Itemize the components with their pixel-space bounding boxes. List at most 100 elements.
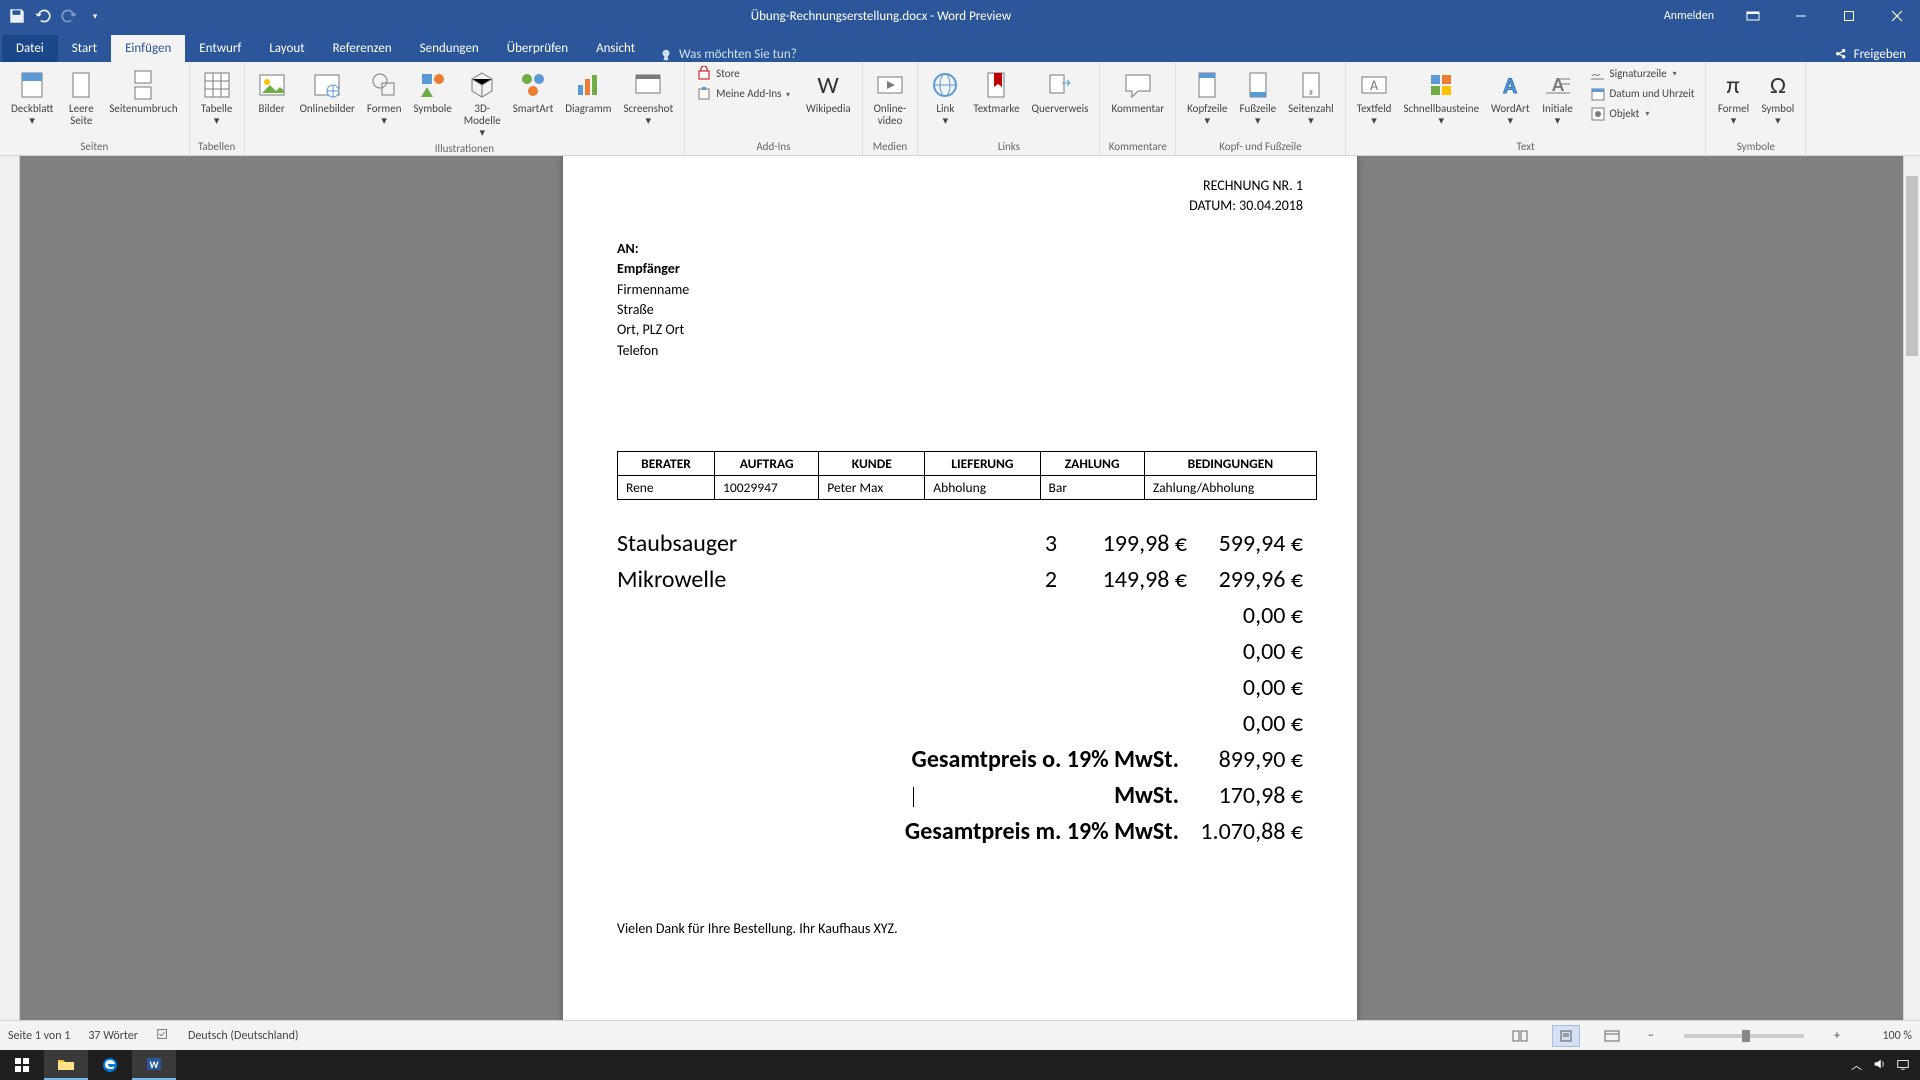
close-button[interactable] bbox=[1874, 0, 1920, 32]
start-button[interactable] bbox=[0, 1050, 44, 1080]
kommentar-button[interactable]: Kommentar bbox=[1106, 64, 1169, 116]
ribbon-display-icon[interactable] bbox=[1730, 0, 1776, 32]
schnellbausteine-button[interactable]: Schnellbausteine ▾ bbox=[1398, 64, 1484, 128]
bilder-button[interactable]: Bilder bbox=[251, 64, 293, 116]
tab-ansicht[interactable]: Ansicht bbox=[582, 35, 649, 62]
thanks-text: Vielen Dank für Ihre Bestellung. Ihr Kau… bbox=[617, 920, 1303, 937]
status-page[interactable]: Seite 1 von 1 bbox=[8, 1029, 70, 1043]
wikipedia-button[interactable]: WWikipedia bbox=[801, 64, 856, 116]
tab-einfügen[interactable]: Einfügen bbox=[111, 35, 185, 62]
leere-seite-button[interactable]: Leere Seite bbox=[60, 64, 102, 128]
share-button[interactable]: Freigeben bbox=[1820, 47, 1920, 62]
textfeld-icon: A bbox=[1358, 69, 1390, 101]
meine-addins-icon bbox=[696, 86, 712, 102]
schnellbausteine-icon bbox=[1425, 69, 1457, 101]
vertical-scrollbar[interactable] bbox=[1903, 156, 1920, 1050]
formel-button[interactable]: πFormel ▾ bbox=[1712, 64, 1754, 128]
minimize-button[interactable] bbox=[1778, 0, 1824, 32]
objekt-button[interactable]: Objekt▾ bbox=[1585, 104, 1700, 124]
wordart-button[interactable]: AWordArt ▾ bbox=[1486, 64, 1534, 128]
order-cell: 10029947 bbox=[715, 475, 819, 499]
tab-referenzen[interactable]: Referenzen bbox=[319, 35, 406, 62]
tab-start[interactable]: Start bbox=[58, 35, 111, 62]
status-proofing-icon[interactable] bbox=[156, 1027, 170, 1045]
tab-überprüfen[interactable]: Überprüfen bbox=[493, 35, 582, 62]
tab-layout[interactable]: Layout bbox=[255, 35, 318, 62]
symbole-button[interactable]: Symbole bbox=[408, 64, 456, 116]
statusbar: Seite 1 von 1 37 Wörter Deutsch (Deutsch… bbox=[0, 1020, 1920, 1050]
tray-volume-icon[interactable] bbox=[1872, 1057, 1886, 1074]
document-area: RECHNUNG NR. 1 DATUM: 30.04.2018 AN: Emp… bbox=[0, 156, 1920, 1050]
group-label: Seiten bbox=[80, 138, 108, 155]
addr-recipient: Empfänger bbox=[617, 259, 1303, 279]
diagramm-button[interactable]: Diagramm bbox=[560, 64, 616, 116]
save-icon[interactable] bbox=[8, 7, 26, 25]
onlinevideo-button[interactable]: Online- video bbox=[869, 64, 912, 128]
deckblatt-button[interactable]: Deckblatt ▾ bbox=[6, 64, 58, 128]
zoom-slider[interactable] bbox=[1684, 1034, 1804, 1038]
formen-button[interactable]: Formen ▾ bbox=[362, 64, 407, 128]
symbol-button[interactable]: ΩSymbol ▾ bbox=[1756, 64, 1799, 128]
store-button[interactable]: Store bbox=[691, 64, 795, 84]
fusszeile-button[interactable]: Fußzeile ▾ bbox=[1235, 64, 1282, 128]
zoom-in[interactable]: + bbox=[1830, 1029, 1844, 1043]
textmarke-button[interactable]: Textmarke bbox=[968, 64, 1024, 116]
tellme-placeholder: Was möchten Sie tun? bbox=[679, 47, 797, 62]
tab-sendungen[interactable]: Sendungen bbox=[406, 35, 493, 62]
textfeld-button[interactable]: ATextfeld ▾ bbox=[1352, 64, 1397, 128]
signaturzeile-button[interactable]: Signaturzeile▾ bbox=[1585, 64, 1700, 84]
tabelle-icon bbox=[201, 69, 233, 101]
link-button[interactable]: Link ▾ bbox=[924, 64, 966, 128]
view-read-mode[interactable] bbox=[1506, 1025, 1534, 1047]
maximize-button[interactable] bbox=[1826, 0, 1872, 32]
signin-link[interactable]: Anmelden bbox=[1650, 9, 1728, 23]
page[interactable]: RECHNUNG NR. 1 DATUM: 30.04.2018 AN: Emp… bbox=[563, 156, 1357, 1050]
tray-chevron-icon[interactable]: ︿ bbox=[1851, 1057, 1862, 1073]
datum-uhrzeit-button[interactable]: Datum und Uhrzeit bbox=[1585, 84, 1700, 104]
zoom-level[interactable]: 100 % bbox=[1862, 1029, 1912, 1043]
3d-modelle-button[interactable]: 3D- Modelle ▾ bbox=[459, 64, 506, 140]
titlebar: ▾ Übung-Rechnungserstellung.docx - Word … bbox=[0, 0, 1920, 32]
tabelle-button[interactable]: Tabelle ▾ bbox=[196, 64, 238, 128]
vertical-ruler[interactable] bbox=[0, 156, 20, 1050]
seitenumbruch-button[interactable]: Seitenumbruch bbox=[104, 64, 182, 116]
status-language[interactable]: Deutsch (Deutschland) bbox=[188, 1029, 299, 1043]
total-row: MwSt.170,98 € bbox=[617, 778, 1303, 814]
scrollbar-thumb[interactable] bbox=[1906, 176, 1918, 356]
qat-customize-icon[interactable]: ▾ bbox=[86, 7, 104, 25]
screenshot-button[interactable]: Screenshot ▾ bbox=[618, 64, 678, 128]
redo-icon[interactable] bbox=[60, 7, 78, 25]
initiale-button[interactable]: AInitiale ▾ bbox=[1537, 64, 1579, 128]
tab-entwurf[interactable]: Entwurf bbox=[185, 35, 255, 62]
windows-taskbar: W ︿ bbox=[0, 1050, 1920, 1080]
smartart-button[interactable]: SmartArt bbox=[508, 64, 559, 116]
status-words[interactable]: 37 Wörter bbox=[88, 1029, 138, 1043]
undo-icon[interactable] bbox=[34, 7, 52, 25]
tellme-search[interactable]: Was möchten Sie tun? bbox=[649, 47, 807, 62]
group-links: Link ▾TextmarkeQuerverweisLinks bbox=[918, 62, 1100, 155]
svg-text:W: W bbox=[149, 1058, 159, 1071]
invoice-number: RECHNUNG NR. 1 bbox=[617, 176, 1303, 196]
addr-street: Straße bbox=[617, 300, 1303, 320]
tab-file[interactable]: Datei bbox=[2, 35, 58, 62]
view-print-layout[interactable] bbox=[1552, 1025, 1580, 1047]
store-icon bbox=[696, 66, 712, 82]
item-row: 0,00 € bbox=[617, 670, 1303, 706]
view-web-layout[interactable] bbox=[1598, 1025, 1626, 1047]
kopfzeile-button[interactable]: Kopfzeile ▾ bbox=[1182, 64, 1232, 128]
group-label: Tabellen bbox=[198, 138, 235, 155]
taskbar-explorer[interactable] bbox=[44, 1050, 88, 1080]
datum-uhrzeit-icon bbox=[1590, 86, 1606, 102]
zoom-out[interactable]: − bbox=[1644, 1029, 1658, 1043]
formen-icon bbox=[368, 69, 400, 101]
onlinebilder-button[interactable]: Onlinebilder bbox=[295, 64, 360, 116]
querverweis-button[interactable]: Querverweis bbox=[1027, 64, 1094, 116]
taskbar-edge[interactable] bbox=[88, 1050, 132, 1080]
signaturzeile-icon bbox=[1590, 66, 1606, 82]
seitenzahl-button[interactable]: #Seitenzahl ▾ bbox=[1283, 64, 1339, 128]
meine-addins-button[interactable]: Meine Add-Ins ▾ bbox=[691, 84, 795, 104]
tray-network-icon[interactable] bbox=[1896, 1057, 1910, 1074]
taskbar-word[interactable]: W bbox=[132, 1050, 176, 1080]
svg-text:Ω: Ω bbox=[1770, 71, 1786, 100]
group-label: Text bbox=[1517, 138, 1535, 155]
